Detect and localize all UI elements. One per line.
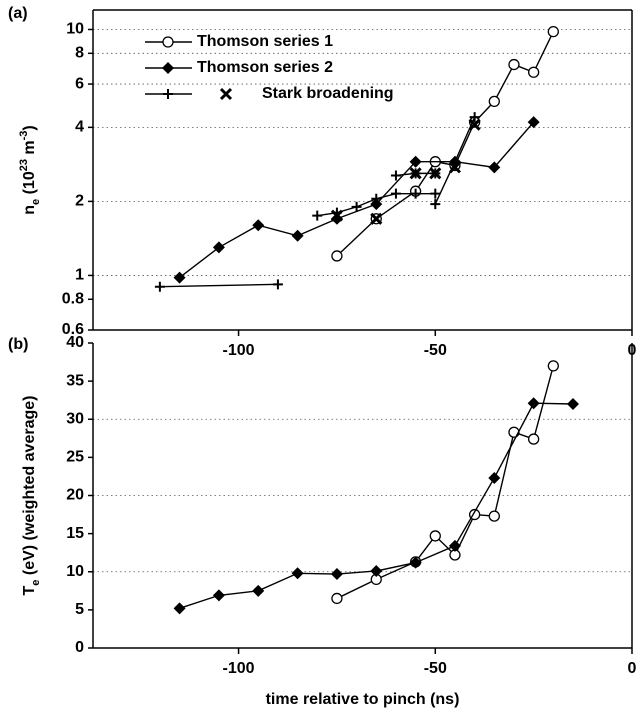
- marker-plus: [351, 201, 362, 212]
- marker-circle: [547, 25, 559, 38]
- marker-x: [219, 87, 233, 101]
- marker-diamond: [409, 556, 422, 569]
- marker-plus: [371, 193, 382, 204]
- marker-circle: [162, 36, 174, 48]
- y-axis-label-part: n: [21, 205, 38, 215]
- y-axis-label-part: (10: [21, 171, 38, 199]
- marker-diamond: [409, 155, 422, 168]
- y-axis-label: Te (eV) (weighted average): [21, 396, 42, 596]
- y-tick-label: 25: [66, 449, 84, 466]
- marker-plus: [430, 199, 441, 210]
- marker-x: [409, 167, 422, 180]
- marker-plus: [410, 188, 421, 199]
- marker-diamond: [370, 198, 383, 211]
- marker-diamond: [448, 539, 461, 552]
- marker-plus: [469, 112, 480, 123]
- y-tick-label: 20: [66, 487, 84, 504]
- marker-diamond: [527, 397, 540, 410]
- marker-x: [429, 167, 442, 180]
- y-tick-label: 40: [66, 334, 84, 351]
- legend-label: Thomson series 2: [197, 59, 333, 76]
- marker-diamond: [173, 602, 186, 615]
- legend-label: Stark broadening: [262, 85, 394, 102]
- marker-diamond: [370, 564, 383, 577]
- marker-circle: [429, 530, 441, 542]
- y-axis-label-part: -3: [18, 131, 30, 141]
- y-axis-label-part: (eV) (weighted average): [21, 396, 38, 580]
- y-tick-label: 0: [75, 639, 84, 656]
- legend-label: Thomson series 1: [197, 33, 333, 50]
- marker-diamond: [252, 584, 265, 597]
- marker-diamond: [488, 161, 501, 174]
- marker-circle: [331, 592, 343, 605]
- y-tick-label: 30: [66, 410, 84, 427]
- y-axis-label-part: 23: [18, 159, 30, 171]
- y-tick-label: 35: [66, 372, 84, 389]
- marker-diamond: [566, 398, 579, 410]
- y-tick-label: 1: [75, 267, 84, 284]
- y-axis-label-part: e: [30, 580, 42, 586]
- marker-circle: [488, 95, 500, 108]
- y-axis-label-part: ): [21, 125, 38, 130]
- y-tick-label: 10: [66, 563, 84, 580]
- y-axis-label-part: e: [30, 199, 42, 205]
- y-axis-label: ne (1023 m-3): [18, 125, 42, 215]
- marker-circle: [331, 250, 343, 262]
- marker-plus: [390, 170, 401, 181]
- panel-label: (b): [8, 336, 28, 353]
- marker-plus: [449, 156, 460, 167]
- x-tick-label: 0: [628, 660, 637, 677]
- y-tick-label: 0.6: [62, 321, 84, 338]
- marker-circle: [508, 58, 520, 71]
- x-tick-label: -100: [223, 342, 255, 359]
- marker-x: [468, 118, 481, 131]
- panel-label: (a): [8, 5, 28, 22]
- marker-diamond: [330, 568, 343, 581]
- marker-diamond: [252, 219, 265, 232]
- y-tick-label: 6: [75, 75, 84, 92]
- marker-diamond: [488, 471, 501, 484]
- marker-diamond: [212, 241, 225, 254]
- marker-circle: [508, 426, 520, 438]
- marker-circle: [527, 66, 540, 78]
- x-tick-label: -50: [424, 660, 447, 677]
- marker-x: [448, 161, 462, 174]
- marker-circle: [527, 433, 540, 445]
- marker-plus: [430, 188, 441, 199]
- marker-circle: [547, 360, 559, 372]
- marker-diamond: [173, 271, 186, 284]
- marker-plus: [163, 89, 173, 99]
- y-axis-label-part: m: [21, 140, 38, 159]
- marker-diamond: [212, 589, 225, 602]
- marker-diamond: [291, 229, 304, 242]
- marker-diamond: [162, 62, 174, 74]
- y-tick-label: 5: [75, 601, 84, 618]
- x-tick-label: -50: [424, 342, 447, 359]
- marker-diamond: [330, 212, 343, 225]
- marker-plus: [312, 210, 323, 221]
- y-tick-label: 4: [75, 119, 84, 136]
- marker-plus: [390, 188, 401, 199]
- y-axis-label-part: T: [21, 585, 38, 595]
- y-tick-label: 0.8: [62, 290, 84, 307]
- series-line: [336, 365, 554, 600]
- marker-diamond: [291, 567, 304, 580]
- y-tick-label: 10: [66, 21, 84, 38]
- x-tick-label: -100: [223, 660, 255, 677]
- series-line: [179, 121, 535, 279]
- marker-diamond: [527, 116, 540, 129]
- y-tick-label: 15: [66, 525, 84, 542]
- marker-x: [330, 209, 343, 222]
- marker-x: [370, 212, 383, 225]
- marker-plus: [154, 281, 165, 292]
- marker-circle: [488, 510, 500, 522]
- series-line: [159, 116, 476, 288]
- y-tick-label: 2: [75, 193, 84, 210]
- y-tick-label: 8: [75, 45, 84, 62]
- series-line: [336, 31, 554, 257]
- marker-plus: [272, 279, 283, 290]
- x-axis-label: time relative to pinch (ns): [266, 691, 460, 708]
